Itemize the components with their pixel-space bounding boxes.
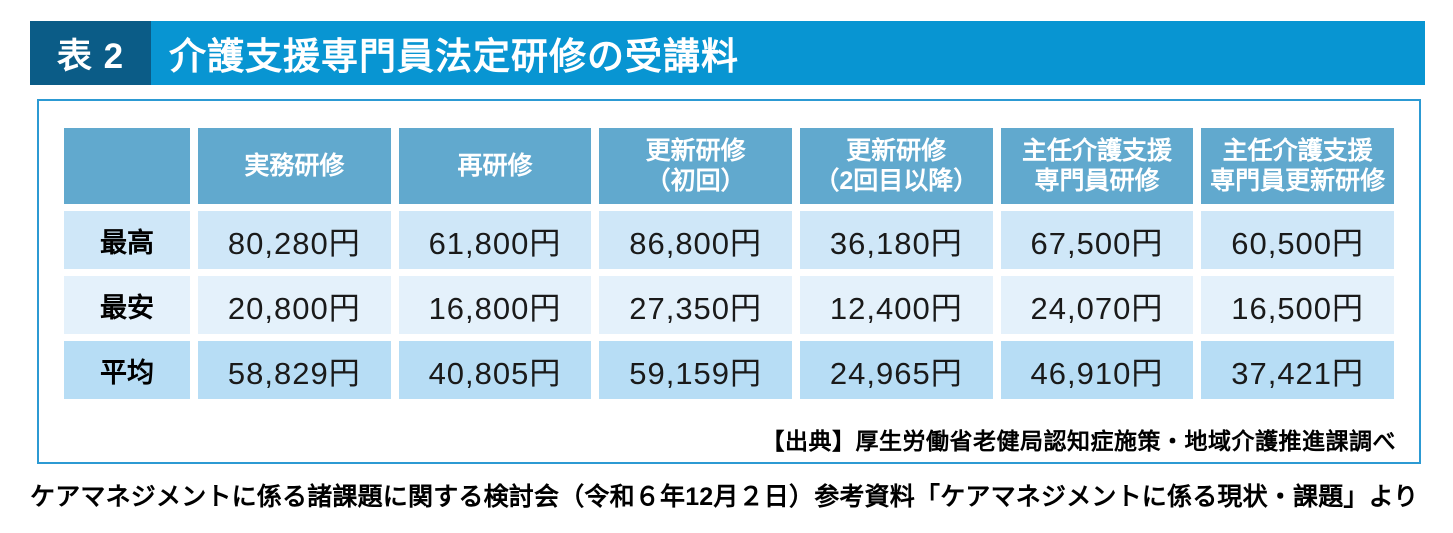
source-note: 【出典】厚生労働省老健局認知症施策・地域介護推進課調べ — [761, 428, 1396, 454]
corner-cell — [64, 128, 190, 204]
column-header: 更新研修 （初回） — [599, 128, 792, 204]
fee-table: 実務研修 再研修 更新研修 （初回） 更新研修 （2回目以降） 主任介護支援 専門員研修 主任介… — [56, 121, 1402, 406]
table-panel: 実務研修 再研修 更新研修 （初回） 更新研修 （2回目以降） 主任介護支援 専門員研修 主任介… — [37, 99, 1421, 464]
row-header: 最高 — [64, 211, 190, 269]
row-header: 平均 — [64, 341, 190, 399]
fee-cell: 37,421円 — [1201, 341, 1394, 399]
fee-cell: 12,400円 — [799, 276, 993, 334]
figure-caption: ケアマネジメントに係る諸課題に関する検討会（令和６年12月２日）参考資料「ケアマ… — [30, 483, 1419, 511]
fee-cell: 24,965円 — [799, 341, 993, 399]
fee-cell: 60,500円 — [1201, 211, 1394, 269]
fee-cell: 61,800円 — [398, 211, 592, 269]
column-header: 更新研修 （2回目以降） — [799, 128, 993, 204]
row-header: 最安 — [64, 276, 190, 334]
column-header: 再研修 — [398, 128, 592, 204]
fee-cell: 16,800円 — [398, 276, 592, 334]
figure-title: 介護支援専門員法定研修の受講料 — [151, 21, 1425, 85]
fee-cell: 46,910円 — [1000, 341, 1194, 399]
fee-cell: 40,805円 — [398, 341, 592, 399]
table-row: 最安 20,800円 16,800円 27,350円 12,400円 24,070円 16,… — [64, 276, 1394, 334]
fee-cell: 16,500円 — [1201, 276, 1394, 334]
fee-cell: 20,800円 — [198, 276, 391, 334]
column-header: 主任介護支援 専門員研修 — [1000, 128, 1194, 204]
fee-cell: 86,800円 — [599, 211, 792, 269]
fee-cell: 59,159円 — [599, 341, 792, 399]
fee-cell: 27,350円 — [599, 276, 792, 334]
fee-cell: 80,280円 — [198, 211, 391, 269]
fee-cell: 24,070円 — [1000, 276, 1194, 334]
table-number-badge: 表 2 — [30, 21, 151, 85]
figure-title-bar: 表 2 介護支援専門員法定研修の受講料 — [30, 21, 1425, 85]
fee-cell: 67,500円 — [1000, 211, 1194, 269]
column-header: 実務研修 — [198, 128, 391, 204]
fee-cell: 36,180円 — [799, 211, 993, 269]
table-body: 最高 80,280円 61,800円 86,800円 36,180円 67,500円 60,… — [64, 211, 1394, 399]
table-header: 実務研修 再研修 更新研修 （初回） 更新研修 （2回目以降） 主任介護支援 専門員研修 主任介… — [64, 128, 1394, 204]
column-header: 主任介護支援 専門員更新研修 — [1201, 128, 1394, 204]
fee-cell: 58,829円 — [198, 341, 391, 399]
table-row: 平均 58,829円 40,805円 59,159円 24,965円 46,910円 37,… — [64, 341, 1394, 399]
table-row: 最高 80,280円 61,800円 86,800円 36,180円 67,500円 60,… — [64, 211, 1394, 269]
